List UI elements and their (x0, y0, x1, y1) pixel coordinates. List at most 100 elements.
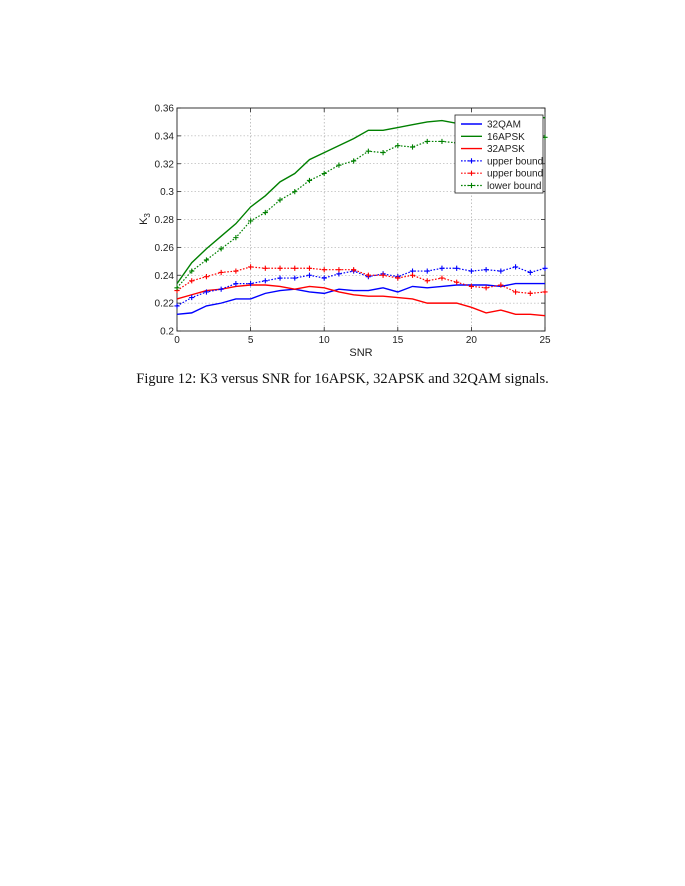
legend-entry: 16APSK (461, 132, 525, 143)
data-point (262, 278, 268, 284)
data-point (321, 275, 327, 281)
data-point (380, 150, 386, 156)
data-point (351, 267, 357, 273)
y-axis-label-subscript: 3 (143, 213, 152, 218)
data-point (248, 281, 254, 287)
data-point (468, 268, 474, 274)
data-point (512, 264, 519, 270)
data-point (174, 303, 180, 309)
data-point (189, 278, 195, 284)
y-axis: 0.2 0.22 0.24 0.26 0.28 0.3 0.32 0.34 0.36 (155, 104, 545, 338)
svg-text:K3: K3 (138, 213, 152, 225)
data-point (365, 272, 371, 278)
data-point (262, 209, 268, 216)
data-point (203, 257, 210, 263)
data-point (233, 235, 239, 241)
data-point (365, 148, 371, 154)
data-point (351, 158, 357, 164)
data-point (277, 265, 283, 271)
data-point (468, 283, 474, 289)
data-point (306, 272, 313, 278)
data-point (498, 282, 504, 288)
legend-label: lower bound (487, 181, 541, 192)
series-2 (176, 284, 546, 317)
x-axis: 0 5 10 15 20 25 (174, 108, 551, 346)
data-point (218, 246, 224, 252)
data-point (189, 294, 195, 301)
data-point (439, 265, 445, 271)
data-point (218, 286, 224, 292)
data-point (292, 189, 298, 195)
data-point (189, 268, 195, 274)
data-point (409, 272, 416, 278)
data-point (395, 275, 401, 281)
data-point (277, 275, 283, 281)
data-point (542, 265, 548, 271)
series-line (176, 284, 546, 317)
data-point (454, 279, 460, 285)
data-point (321, 267, 327, 273)
data-point (336, 267, 342, 273)
x-tick-label: 15 (392, 335, 404, 346)
legend-label: 32APSK (487, 144, 525, 155)
x-tick-label: 20 (466, 335, 478, 346)
legend-label: 16APSK (487, 132, 525, 143)
data-point (306, 265, 313, 271)
x-tick-label: 25 (539, 335, 551, 346)
data-point (248, 264, 254, 270)
data-point (292, 275, 298, 281)
legend-entry: lower bound (461, 181, 541, 192)
series-0 (176, 282, 545, 315)
x-axis-label: SNR (349, 347, 372, 359)
y-tick-label: 0.32 (155, 159, 175, 170)
data-point (483, 285, 489, 291)
data-point (454, 265, 460, 271)
data-point (498, 268, 504, 274)
data-point (395, 143, 401, 149)
data-point (218, 269, 224, 276)
data-point (512, 289, 519, 295)
figure-caption: Figure 12: K3 versus SNR for 16APSK, 32A… (136, 371, 549, 387)
legend-entry: upper bound (461, 156, 543, 167)
legend-label: upper bound (487, 169, 543, 180)
legend-entry: upper bound (461, 169, 543, 180)
y-axis-label-main: K (138, 217, 150, 225)
data-point (483, 267, 489, 273)
data-point (306, 177, 313, 184)
data-point (203, 289, 210, 295)
data-point (542, 289, 548, 295)
legend-entry: 32QAM (461, 120, 521, 131)
series-line (176, 282, 545, 315)
y-tick-label: 0.24 (155, 271, 175, 282)
data-point (292, 265, 298, 271)
y-tick-label: 0.28 (155, 215, 175, 226)
legend-label: upper bound (487, 156, 543, 167)
legend-marker (468, 158, 475, 164)
data-point (439, 138, 445, 145)
data-point (439, 275, 445, 281)
legend-marker (468, 182, 475, 189)
data-point (527, 269, 533, 276)
series-4 (174, 264, 548, 296)
data-point (203, 274, 210, 280)
x-tick-label: 0 (174, 335, 180, 346)
data-point (409, 144, 416, 150)
y-tick-label: 0.26 (155, 243, 175, 254)
legend-box (454, 114, 544, 194)
legend-marker (468, 170, 475, 176)
data-point (277, 197, 283, 203)
y-tick-label: 0.22 (155, 299, 175, 310)
legend-label: 32QAM (487, 120, 521, 131)
y-axis-label: K3 (138, 213, 152, 225)
series-line (176, 266, 546, 294)
y-tick-label: 0.3 (160, 187, 174, 198)
data-point (262, 265, 268, 271)
data-point (424, 278, 430, 284)
data-point (174, 285, 180, 291)
data-point (380, 272, 386, 278)
data-point (233, 281, 239, 287)
data-point (248, 218, 254, 224)
data-point (321, 170, 327, 177)
